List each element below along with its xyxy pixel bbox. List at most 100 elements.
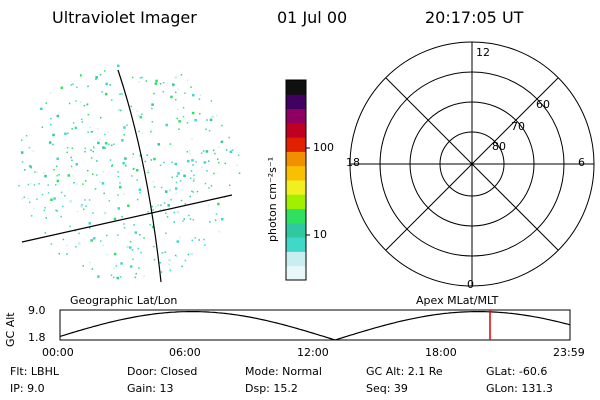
image-pixel [181, 189, 183, 191]
image-pixel [138, 130, 140, 133]
image-pixel [113, 252, 117, 256]
image-pixel [159, 164, 162, 167]
image-pixel [67, 174, 70, 177]
image-pixel [152, 225, 155, 229]
image-pixel [215, 114, 218, 117]
image-pixel [189, 152, 191, 155]
image-pixel [30, 166, 32, 168]
image-pixel [123, 126, 126, 129]
colorbar-band [286, 108, 306, 124]
image-pixel [44, 174, 47, 178]
image-pixel [71, 159, 73, 162]
image-pixel [42, 172, 45, 174]
image-pixel [179, 180, 182, 182]
image-pixel [196, 190, 199, 193]
image-pixel [97, 275, 100, 278]
image-pixel [183, 174, 186, 178]
image-pixel [69, 200, 72, 203]
image-pixel [74, 126, 78, 130]
image-pixel [69, 225, 71, 228]
image-pixel [84, 180, 87, 182]
image-pixel [71, 128, 73, 130]
image-pixel [28, 146, 31, 149]
image-pixel [80, 75, 82, 77]
image-pixel [189, 195, 191, 198]
time-tick-2359: 23:59 [553, 346, 585, 359]
image-pixel [133, 224, 135, 226]
image-pixel [136, 179, 138, 181]
image-pixel [139, 77, 142, 79]
image-pixel [93, 147, 96, 150]
image-pixel [124, 164, 127, 167]
image-pixel [175, 91, 177, 94]
image-pixel [146, 154, 148, 156]
image-pixel [80, 118, 83, 121]
image-pixel [78, 242, 81, 245]
image-pixel [139, 234, 141, 236]
image-pixel [84, 150, 86, 153]
colorbar-band [286, 237, 306, 252]
image-pixel [136, 110, 138, 112]
image-pixel [92, 212, 94, 214]
image-pixel [90, 239, 93, 242]
image-pixel [55, 184, 57, 186]
image-pixel [67, 132, 69, 134]
image-pixel [29, 182, 32, 185]
image-pixel [191, 239, 193, 242]
image-pixel [166, 216, 169, 218]
image-pixel [81, 121, 83, 123]
status-gain: Gain: 13 [127, 382, 174, 395]
colorbar-label-10: 10 [313, 228, 327, 241]
image-pixel [165, 123, 168, 127]
image-pixel [145, 80, 147, 82]
image-pixel [104, 92, 108, 96]
image-pixel [138, 81, 140, 83]
image-pixel [192, 191, 194, 193]
image-pixel [56, 174, 58, 177]
image-pixel [66, 151, 68, 154]
image-pixel [191, 190, 193, 192]
image-pixel [214, 219, 217, 221]
image-pixel [153, 245, 155, 248]
image-pixel [117, 171, 119, 173]
image-pixel [134, 231, 137, 234]
image-pixel [36, 171, 38, 173]
image-pixel [49, 92, 52, 94]
image-pixel [60, 86, 64, 90]
image-pixel [215, 213, 218, 215]
image-pixel [200, 152, 203, 154]
image-pixel [220, 140, 224, 144]
image-pixel [151, 205, 153, 208]
image-pixel [192, 177, 196, 181]
image-pixel [171, 176, 173, 179]
status-ip: IP: 9.0 [10, 382, 45, 395]
image-pixel [193, 174, 195, 177]
image-pixel [162, 82, 165, 84]
image-pixel [60, 191, 63, 194]
image-pixel [204, 244, 206, 246]
image-pixel [174, 76, 178, 79]
image-pixel [99, 138, 101, 141]
image-pixel [47, 184, 49, 186]
image-pixel [88, 222, 91, 225]
image-pixel [147, 169, 149, 171]
image-pixel [76, 86, 78, 89]
image-pixel [30, 215, 33, 217]
image-pixel [194, 118, 197, 122]
image-pixel [113, 276, 115, 279]
image-pixel [144, 160, 146, 163]
image-pixel [203, 161, 207, 164]
image-pixel [122, 162, 125, 165]
date-label: 01 Jul 00 [277, 8, 348, 27]
image-pixel [93, 237, 96, 240]
image-pixel [206, 170, 208, 172]
image-pixel [104, 142, 108, 145]
image-pixel [210, 185, 213, 187]
image-pixel [38, 183, 40, 185]
image-pixel [190, 170, 193, 172]
image-pixel [204, 182, 207, 185]
image-pixel [153, 92, 155, 95]
image-pixel [90, 157, 93, 159]
time-tick-0600: 06:00 [169, 346, 201, 359]
colorbar-unit-label: photon cm⁻²s⁻¹ [266, 156, 279, 242]
